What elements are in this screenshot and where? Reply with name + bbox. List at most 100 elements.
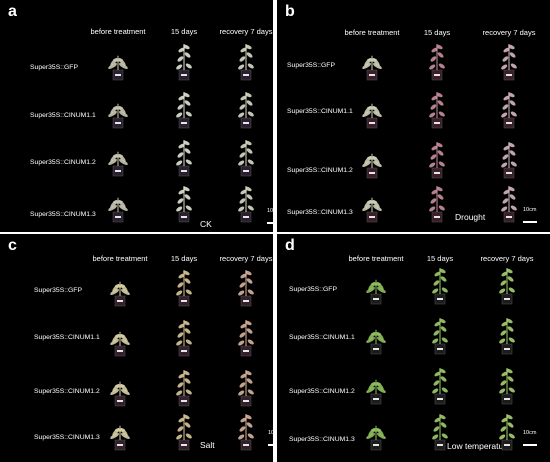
plant-photo bbox=[501, 92, 517, 129]
row-label-cinum1-3: Super35S::CINUM1.3 bbox=[30, 211, 96, 218]
row-label-cinum1-1: Super35S::CINUM1.1 bbox=[34, 334, 100, 341]
plant-photo bbox=[176, 320, 192, 357]
plant-photo bbox=[429, 142, 445, 179]
plant-photo bbox=[432, 268, 448, 305]
plant-photo bbox=[366, 379, 386, 405]
row-label-cinum1-2: Super35S::CINUM1.2 bbox=[30, 159, 96, 166]
plant-photo bbox=[238, 92, 254, 129]
plant-photo bbox=[176, 270, 192, 307]
column-header-before: before treatment bbox=[90, 27, 146, 36]
plant-photo bbox=[176, 92, 192, 129]
panel-b: b before treatment 15 days recovery 7 da… bbox=[277, 0, 550, 232]
condition-label: Drought bbox=[455, 212, 486, 222]
plant-photo bbox=[499, 318, 515, 355]
row-label-gfp: Super35S::GFP bbox=[287, 62, 335, 69]
plant-photo bbox=[362, 103, 382, 129]
condition-label: CK bbox=[200, 219, 212, 229]
plant-photo bbox=[176, 44, 192, 81]
plant-photo bbox=[176, 414, 192, 451]
plant-photo bbox=[362, 153, 382, 179]
plant-photo bbox=[499, 414, 515, 451]
plant-photo bbox=[362, 197, 382, 223]
column-header-15-days: 15 days bbox=[423, 28, 451, 37]
column-header-recovery: recovery 7 days bbox=[219, 254, 273, 263]
plant-photo bbox=[110, 381, 130, 407]
plant-photo bbox=[499, 368, 515, 405]
plant-photo bbox=[108, 151, 128, 177]
row-label-cinum1-3: Super35S::CINUM1.3 bbox=[34, 434, 100, 441]
plant-photo bbox=[110, 425, 130, 451]
scale-label: 10cm bbox=[523, 430, 537, 436]
row-label-gfp: Super35S::GFP bbox=[34, 287, 82, 294]
plant-photo bbox=[432, 414, 448, 451]
row-label-cinum1-1: Super35S::CINUM1.1 bbox=[287, 108, 353, 115]
scale-bar: 10cm bbox=[523, 207, 543, 223]
plant-photo bbox=[501, 44, 517, 81]
plant-photo bbox=[238, 140, 254, 177]
row-label-gfp: Super35S::GFP bbox=[30, 64, 78, 71]
plant-photo bbox=[429, 44, 445, 81]
plant-photo bbox=[176, 140, 192, 177]
column-header-15-days: 15 days bbox=[170, 27, 198, 36]
scale-line bbox=[267, 222, 273, 224]
plant-photo bbox=[238, 320, 254, 357]
scale-bar: 10cm bbox=[268, 430, 273, 446]
column-header-before: before treatment bbox=[344, 28, 400, 37]
plant-photo bbox=[429, 186, 445, 223]
scale-line bbox=[523, 221, 537, 223]
row-label-gfp: Super35S::GFP bbox=[289, 286, 337, 293]
plant-photo bbox=[366, 279, 386, 305]
row-label-cinum1-2: Super35S::CINUM1.2 bbox=[289, 388, 355, 395]
panel-letter: d bbox=[285, 237, 295, 254]
row-label-cinum1-2: Super35S::CINUM1.2 bbox=[287, 167, 353, 174]
plant-photo bbox=[108, 55, 128, 81]
plant-photo bbox=[238, 186, 254, 223]
panel-d: d before treatment 15 days recovery 7 da… bbox=[277, 234, 550, 462]
column-header-recovery: recovery 7 days bbox=[480, 254, 534, 263]
scale-label: 10cm bbox=[523, 207, 537, 213]
panel-c: c before treatment 15 days recovery 7 da… bbox=[0, 234, 273, 462]
row-label-cinum1-2: Super35S::CINUM1.2 bbox=[34, 388, 100, 395]
plant-photo bbox=[238, 44, 254, 81]
scale-label: 10cm bbox=[268, 430, 273, 436]
row-label-cinum1-1: Super35S::CINUM1.1 bbox=[289, 334, 355, 341]
column-header-before: before treatment bbox=[348, 254, 404, 263]
plant-photo bbox=[110, 331, 130, 357]
plant-photo bbox=[499, 268, 515, 305]
column-header-before: before treatment bbox=[92, 254, 148, 263]
plant-photo bbox=[110, 281, 130, 307]
scale-bar: 10cm bbox=[267, 208, 273, 224]
scale-line bbox=[268, 444, 273, 446]
plant-photo bbox=[432, 368, 448, 405]
panel-letter: b bbox=[285, 3, 295, 20]
row-label-cinum1-1: Super35S::CINUM1.1 bbox=[30, 112, 96, 119]
plant-photo bbox=[501, 142, 517, 179]
column-header-15-days: 15 days bbox=[170, 254, 198, 263]
condition-label: Low temperature bbox=[447, 441, 511, 451]
scale-line bbox=[523, 444, 537, 446]
plant-photo bbox=[429, 92, 445, 129]
plant-photo bbox=[238, 414, 254, 451]
plant-photo bbox=[366, 425, 386, 451]
column-header-recovery: recovery 7 days bbox=[482, 28, 536, 37]
scale-bar: 10cm bbox=[523, 430, 543, 446]
plant-photo bbox=[362, 55, 382, 81]
plant-photo bbox=[238, 370, 254, 407]
panel-letter: c bbox=[8, 237, 17, 254]
plant-photo bbox=[501, 186, 517, 223]
column-header-recovery: recovery 7 days bbox=[219, 27, 273, 36]
column-header-15-days: 15 days bbox=[426, 254, 454, 263]
plant-photo bbox=[432, 318, 448, 355]
plant-photo bbox=[176, 370, 192, 407]
plant-photo bbox=[366, 329, 386, 355]
panel-letter: a bbox=[8, 3, 17, 20]
plant-photo bbox=[108, 103, 128, 129]
condition-label: Salt bbox=[200, 440, 215, 450]
row-label-cinum1-3: Super35S::CINUM1.3 bbox=[289, 436, 355, 443]
row-label-cinum1-3: Super35S::CINUM1.3 bbox=[287, 209, 353, 216]
plant-photo bbox=[176, 186, 192, 223]
scale-label: 10cm bbox=[267, 208, 273, 214]
panel-a: a before treatment 15 days recovery 7 da… bbox=[0, 0, 273, 232]
plant-photo bbox=[238, 270, 254, 307]
plant-photo bbox=[108, 197, 128, 223]
